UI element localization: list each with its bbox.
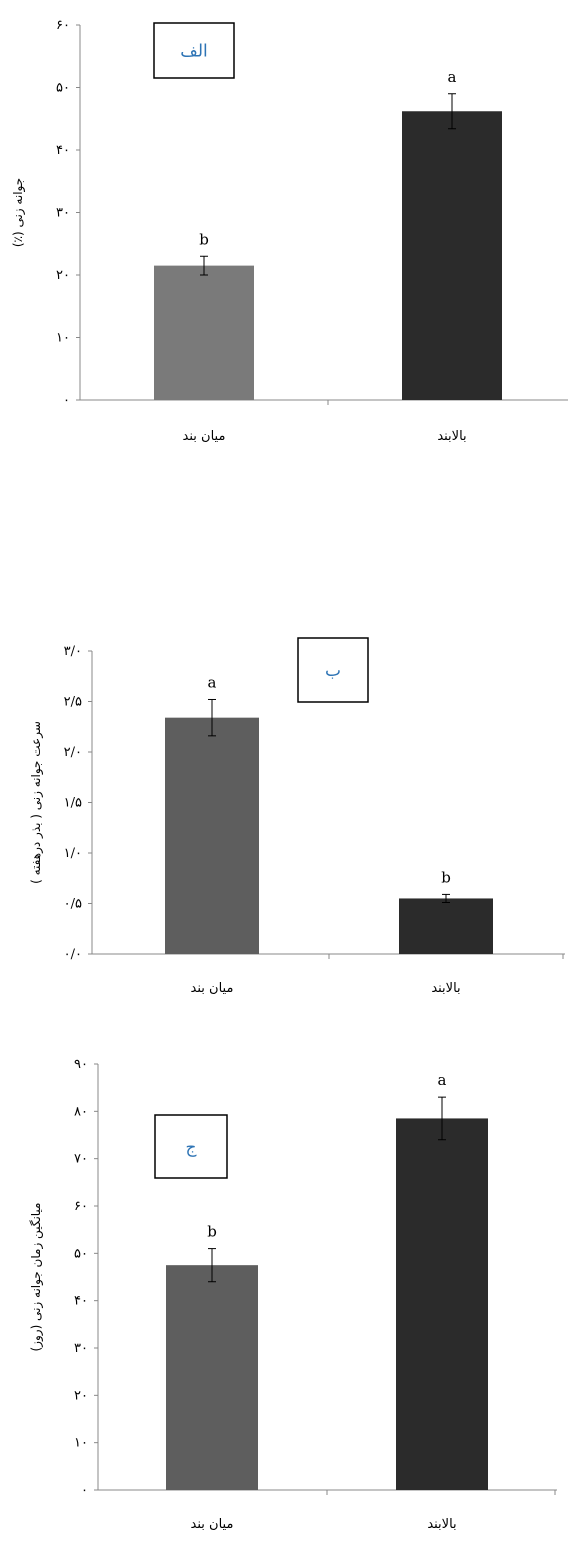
y-axis-title: سرعت جوانه زنی ( بذر درهفته )	[29, 721, 44, 884]
y-tick-label: ۰/۵	[64, 897, 82, 912]
y-tick-label: ۵۰	[56, 81, 70, 96]
y-tick-label: ۲/۵	[64, 695, 82, 710]
significance-letter: b	[441, 868, 451, 886]
chart-panel-1: ۰ ۱۰ ۲۰ ۳۰ ۴۰ ۵۰ ۶۰ b میان بند a بالابند جوانه زنی …	[11, 18, 568, 444]
y-tick-label: ۲۰	[56, 268, 70, 283]
chart-panel-3: ۰ ۱۰ ۲۰ ۳۰ ۴۰ ۵۰ ۶۰ ۷۰ ۸۰ ۹۰ b میان بند a بالابند میان…	[29, 1057, 557, 1532]
y-tick-label: ۱/۵	[64, 796, 82, 811]
y-tick-label: ۲۰	[74, 1388, 88, 1403]
category-label: میان بند	[191, 1517, 234, 1532]
y-tick-label: ۶۰	[74, 1199, 88, 1214]
bar	[166, 1265, 258, 1490]
y-tick-label: ۳۰	[56, 206, 70, 221]
bar	[154, 265, 254, 400]
significance-letter: b	[207, 1223, 217, 1241]
y-tick-label: ۲/۰	[64, 745, 82, 760]
y-tick-label: ۵۰	[74, 1246, 88, 1261]
y-tick-label: ۳/۰	[64, 644, 82, 659]
y-axis-title: جوانه زنی (٪)	[11, 178, 26, 247]
significance-letter: a	[208, 673, 217, 691]
panel-label: ج	[186, 1138, 197, 1158]
y-tick-label: ۶۰	[56, 18, 70, 33]
y-tick-label: ۸۰	[74, 1104, 88, 1119]
panel-label-box	[154, 1114, 228, 1179]
bar	[165, 717, 259, 954]
y-tick-label: ۴۰	[74, 1294, 88, 1309]
chart-panel-2: ۰/۰ ۰/۵ ۱/۰ ۱/۵ ۲/۰ ۲/۵ ۳/۰ a میان بند b بالابند سر…	[29, 637, 565, 996]
significance-letter: b	[199, 230, 209, 248]
y-tick-label: ۱/۰	[64, 846, 82, 861]
y-tick-label: ۳۰	[74, 1341, 88, 1356]
significance-letter: a	[448, 68, 457, 86]
panel-label-box	[297, 637, 369, 703]
y-tick-label: ۰	[81, 1483, 88, 1498]
bar	[402, 111, 502, 400]
y-tick-label: ۱۰	[74, 1436, 88, 1451]
bar	[396, 1118, 488, 1490]
category-label: بالابند	[427, 1517, 456, 1532]
y-tick-label: ۱۰	[56, 331, 70, 346]
panel-label-box	[153, 22, 235, 79]
y-tick-label: ۹۰	[74, 1057, 88, 1072]
bar	[399, 898, 493, 954]
significance-letter: a	[438, 1071, 447, 1089]
y-tick-label: ۰/۰	[64, 947, 82, 962]
category-label: بالابند	[437, 429, 466, 444]
category-label: میان بند	[183, 429, 226, 444]
panel-label: الف	[180, 42, 208, 62]
y-tick-label: ۰	[63, 393, 70, 408]
panel-label: ب	[325, 661, 341, 681]
category-label: بالابند	[431, 981, 460, 996]
y-axis-title: میانگین زمان جوانه زنی (روز)	[29, 1203, 44, 1352]
y-tick-label: ۷۰	[74, 1152, 88, 1167]
category-label: میان بند	[191, 981, 234, 996]
y-tick-label: ۴۰	[56, 143, 70, 158]
